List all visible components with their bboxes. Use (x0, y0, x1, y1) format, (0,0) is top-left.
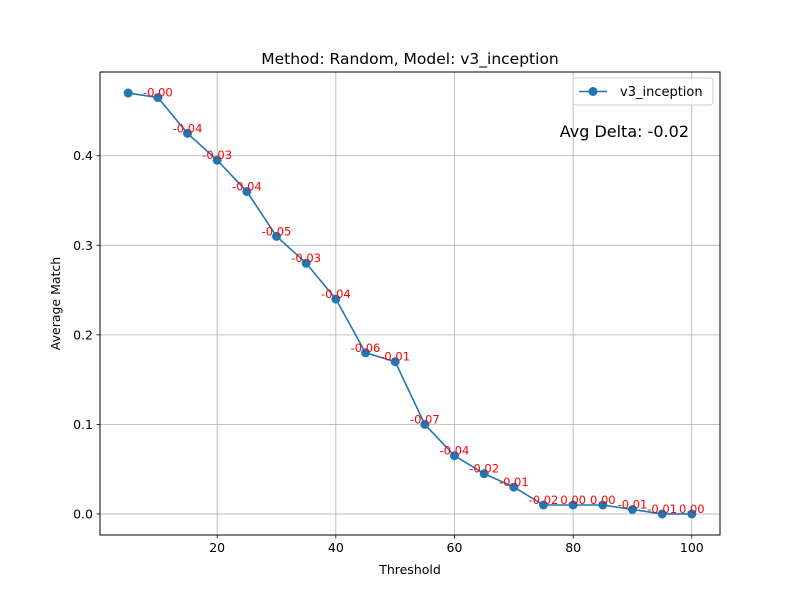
x-tick-label: 100 (680, 540, 704, 555)
data-point (687, 509, 697, 519)
delta-label: -0.01 (380, 350, 410, 364)
delta-label: -0.04 (173, 121, 203, 135)
x-tick-label: 20 (209, 540, 225, 555)
data-point (390, 357, 400, 367)
delta-label: 0.00 (560, 493, 586, 507)
data-point (538, 500, 548, 510)
data-point (598, 500, 608, 510)
data-point (627, 504, 637, 514)
x-axis-label: Threshold (378, 562, 441, 577)
delta-label: 0.00 (679, 502, 705, 516)
delta-label: -0.05 (262, 224, 292, 238)
data-point (123, 88, 133, 98)
delta-label: -0.01 (647, 502, 677, 516)
data-point (331, 294, 341, 304)
series-line (128, 92, 692, 515)
data-point (509, 482, 519, 492)
data-point (361, 348, 371, 358)
delta-label: -0.04 (440, 444, 470, 458)
data-point (301, 258, 311, 268)
data-point (657, 509, 667, 519)
avg-delta-annotation: Avg Delta: -0.02 (560, 122, 689, 141)
delta-label: -0.04 (232, 180, 262, 194)
delta-label: 0.00 (590, 493, 616, 507)
y-axis-label: Average Match (48, 257, 63, 350)
delta-label: -0.02 (529, 493, 559, 507)
data-point (242, 187, 252, 197)
x-tick-label: 60 (447, 540, 463, 555)
plot-frame (99, 71, 721, 536)
legend-marker-swatch (588, 87, 598, 96)
data-point (183, 128, 193, 138)
legend-box (572, 77, 714, 106)
x-tick-label: 40 (328, 540, 344, 555)
delta-label-layer: -0.00 -0.04 -0.03 -0.04 -0.05 -0.03 -0.04 -0.06… (143, 86, 705, 516)
data-point (449, 451, 459, 461)
data-point (479, 469, 489, 479)
chart-title: Method: Random, Model: v3_inception (261, 50, 559, 69)
y-tick-label: 0.4 (73, 148, 93, 163)
y-tick-label: 0.3 (73, 238, 93, 253)
axis-ticks: 20 40 60 80 100 0.0 0.1 0.2 0.3 0.4 (73, 148, 704, 555)
delta-label: -0.07 (410, 412, 440, 426)
delta-label: -0.01 (499, 475, 529, 489)
delta-label: -0.00 (143, 86, 173, 100)
x-tick-label: 80 (565, 540, 581, 555)
series-line-layer (128, 92, 692, 515)
data-point (212, 155, 222, 165)
delta-label: -0.02 (469, 462, 499, 476)
y-tick-label: 0.1 (73, 417, 93, 432)
delta-label: -0.04 (321, 287, 351, 301)
data-point (568, 500, 578, 510)
series-marker-layer (123, 88, 697, 519)
data-point (153, 93, 163, 103)
delta-label: -0.03 (291, 251, 321, 265)
delta-label: -0.03 (202, 148, 232, 162)
delta-label: -0.06 (351, 341, 381, 355)
legend-label: v3_inception (620, 85, 703, 100)
y-tick-label: 0.2 (73, 327, 93, 342)
data-point (420, 419, 430, 429)
y-tick-label: 0.0 (73, 506, 93, 521)
delta-label: -0.01 (618, 497, 648, 511)
legend: v3_inception (572, 77, 714, 106)
data-point (272, 231, 282, 241)
